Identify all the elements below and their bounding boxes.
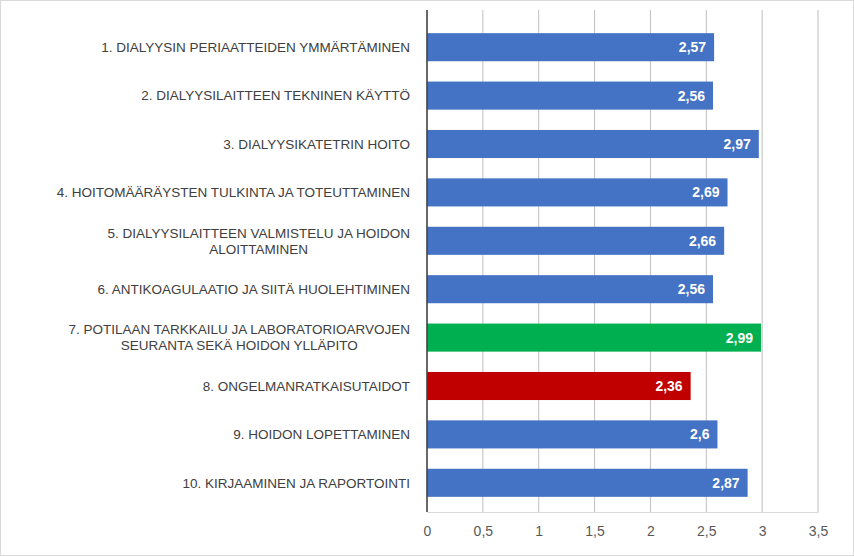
x-tick-label: 3,5 bbox=[809, 523, 829, 539]
x-tick: 2,5 bbox=[697, 512, 717, 539]
data-label: 2,57 bbox=[679, 39, 706, 55]
x-tick-label: 0,5 bbox=[474, 523, 494, 539]
y-tick-label: 2. DIALYYSILAITTEEN TEKNINEN KÄYTTÖ bbox=[141, 88, 410, 103]
data-label: 2,99 bbox=[726, 330, 753, 346]
grid bbox=[427, 10, 818, 512]
y-tick-label: 9. HOIDON LOPETTAMINEN bbox=[233, 427, 410, 442]
x-axis-line bbox=[428, 512, 819, 513]
bar bbox=[427, 420, 717, 448]
y-tick-label: 6. ANTIKOAGULAATIO JA SIITÄ HUOLEHTIMINE… bbox=[97, 282, 410, 297]
y-tick-label: 7. POTILAAN TARKKAILU JA LABORATORIOARVO… bbox=[68, 322, 410, 353]
grid-line bbox=[427, 10, 428, 512]
y-tick-label: 5. DIALYYSILAITTEEN VALMISTELU JA HOIDON… bbox=[107, 226, 410, 257]
x-tick: 3 bbox=[759, 512, 767, 539]
x-tick: 1,5 bbox=[585, 512, 605, 539]
x-tick: 1 bbox=[535, 512, 543, 539]
data-labels: 2,57 2,56 2,97 2,69 2,66 2,56 2,99 2,36 2,6 2,87 bbox=[655, 39, 753, 491]
x-tick-label: 0 bbox=[424, 523, 432, 539]
data-label: 2,36 bbox=[655, 378, 682, 394]
y-tick-label: 4. HOITOMÄÄRÄYSTEN TULKINTA JA TOTEUTTAM… bbox=[57, 185, 410, 200]
bar bbox=[427, 33, 714, 61]
bar bbox=[427, 372, 691, 400]
grid-line bbox=[762, 10, 763, 512]
data-label: 2,69 bbox=[692, 184, 719, 200]
data-label: 2,56 bbox=[678, 88, 705, 104]
data-label: 2,56 bbox=[678, 281, 705, 297]
bar bbox=[427, 227, 724, 255]
x-tick-label: 2,5 bbox=[697, 523, 717, 539]
chart: 0 0,5 1 1,5 2 2,5 3 3,5 1. DIALYYSIN PERIAATTEID… bbox=[0, 0, 854, 556]
x-tick-label: 1 bbox=[535, 523, 543, 539]
y-axis-line bbox=[426, 10, 428, 512]
x-tick-label: 1,5 bbox=[585, 523, 605, 539]
bar bbox=[427, 324, 761, 352]
bar bbox=[427, 275, 713, 303]
data-label: 2,66 bbox=[689, 233, 716, 249]
x-tick-label: 3 bbox=[759, 523, 767, 539]
y-axis bbox=[427, 10, 428, 512]
data-label: 2,87 bbox=[712, 475, 739, 491]
grid-line bbox=[818, 10, 819, 512]
bar bbox=[427, 178, 728, 206]
chart-frame bbox=[1, 1, 854, 556]
bars bbox=[427, 33, 761, 497]
x-tick-label: 2 bbox=[647, 523, 655, 539]
bar bbox=[427, 469, 748, 497]
x-axis: 0 0,5 1 1,5 2 2,5 3 3,5 bbox=[424, 512, 829, 539]
x-tick: 2 bbox=[647, 512, 655, 539]
y-tick-label: 1. DIALYYSIN PERIAATTEIDEN YMMÄRTÄMINEN bbox=[101, 40, 410, 55]
x-tick: 3,5 bbox=[809, 512, 829, 539]
y-labels: 1. DIALYYSIN PERIAATTEIDEN YMMÄRTÄMINEN 2… bbox=[57, 40, 410, 491]
x-tick: 0 bbox=[424, 512, 432, 539]
x-tick: 0,5 bbox=[474, 512, 494, 539]
data-label: 2,97 bbox=[724, 136, 751, 152]
y-tick-label: 8. ONGELMANRATKAISUTAIDOT bbox=[203, 379, 410, 394]
data-label: 2,6 bbox=[690, 426, 710, 442]
bar bbox=[427, 82, 713, 110]
y-tick-label: 10. KIRJAAMINEN JA RAPORTOINTI bbox=[182, 476, 410, 491]
y-tick-label: 3. DIALYYSIKATETRIN HOITO bbox=[223, 137, 410, 152]
bar bbox=[427, 130, 759, 158]
